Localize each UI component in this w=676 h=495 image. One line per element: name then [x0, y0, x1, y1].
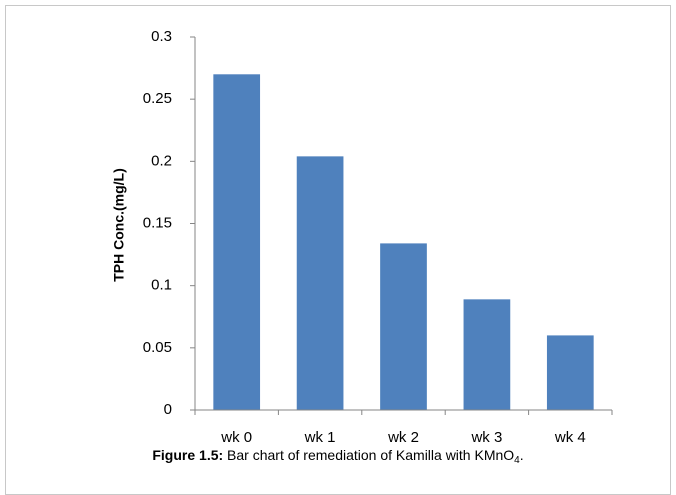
caption: Figure 1.5: Bar chart of remediation of …	[152, 447, 523, 466]
x-tick-label: wk 0	[220, 429, 252, 446]
y-tick-label: 0.05	[143, 339, 172, 356]
bar	[546, 335, 594, 410]
y-axis-label: TPH Conc.(mg/L)	[111, 168, 127, 282]
caption-subscript: 4	[514, 455, 520, 466]
y-tick-label: 0.25	[143, 90, 172, 107]
y-tick-label: 0.2	[151, 152, 172, 169]
y-tick-label: 0.3	[151, 28, 172, 45]
bar	[296, 156, 344, 410]
caption-text: Bar chart of remediation of Kamilla with…	[227, 447, 514, 463]
x-tick-label: wk 1	[304, 429, 336, 446]
y-tick-label: 0.15	[143, 214, 172, 231]
x-tick-label: wk 3	[470, 429, 502, 446]
caption-label: Figure 1.5:	[152, 447, 223, 463]
x-tick-label: wk 2	[387, 429, 419, 446]
y-tick-label: 0.1	[151, 277, 172, 294]
y-tick-label: 0	[164, 401, 172, 418]
caption-suffix: .	[520, 447, 524, 463]
bar	[380, 243, 427, 410]
bar	[463, 299, 511, 410]
bar	[213, 74, 261, 411]
x-tick-label: wk 4	[554, 429, 586, 446]
